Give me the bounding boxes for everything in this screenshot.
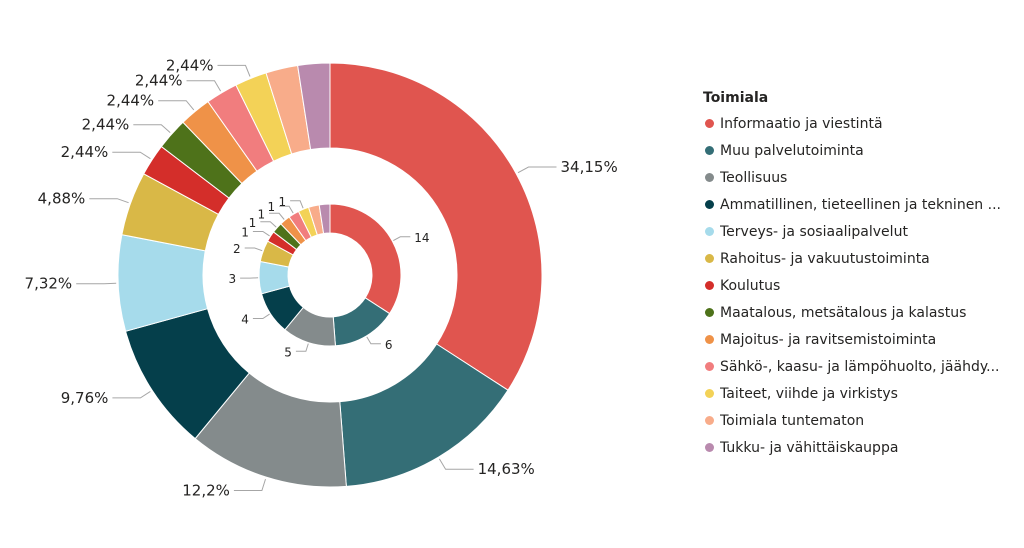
inner-leader-line-7 [260,221,277,228]
legend-item[interactable]: Teollisuus [703,164,1021,191]
legend-item[interactable]: Informaatio ja viestintä [703,110,1021,137]
outer-leader-line-1 [438,458,474,470]
legend-item-label: Koulutus [720,277,781,294]
outer-data-label-9: 2,44% [135,72,183,90]
legend-item-label: Ammatillinen, tieteellinen ja tekninen .… [720,196,1001,213]
legend-item-label: Majoitus- ja ravitsemistoiminta [720,331,937,348]
legend-item-label: Tukku- ja vähittäiskauppa [720,439,899,456]
outer-data-label-6: 2,44% [61,143,109,161]
inner-data-label-0: 14 [414,231,429,245]
inner-data-label-10: 1 [278,195,286,209]
inner-slice-12[interactable] [318,203,331,235]
outer-data-label-5: 4,88% [38,190,86,208]
inner-data-label-2: 5 [284,345,292,359]
legend-dot-icon [705,227,714,236]
outer-leader-line-8 [158,100,195,111]
outer-leader-line-10 [217,64,251,77]
legend-dot-icon [705,443,714,452]
legend-item-label: Rahoitus- ja vakuutustoiminta [720,250,930,267]
legend-item-label: Terveys- ja sosiaalipalvelut [720,223,908,240]
legend: Toimiala Informaatio ja viestintä Muu pal… [703,90,1021,461]
legend-item[interactable]: Tukku- ja vähittäiskauppa [703,434,1021,461]
outer-leader-line-3 [112,390,151,399]
legend-item[interactable]: Sähkö-, kaasu- ja lämpöhuolto, jäähdy... [703,353,1021,380]
inner-slice-0[interactable] [329,203,402,315]
legend-item[interactable]: Ammatillinen, tieteellinen ja tekninen .… [703,191,1021,218]
legend-dot-icon [705,389,714,398]
inner-data-label-5: 2 [233,242,241,256]
inner-leader-line-0 [393,236,411,242]
legend-title: Toimiala [703,90,769,106]
outer-leader-line-2 [233,478,266,491]
inner-leader-line-9 [279,205,294,214]
legend-item[interactable]: Toimiala tuntematon [703,407,1021,434]
legend-item-label: Muu palvelutoiminta [720,142,864,159]
outer-data-label-3: 9,76% [61,389,109,407]
inner-data-label-1: 6 [385,338,393,352]
inner-leader-line-1 [366,336,381,345]
outer-leader-line-0 [517,166,557,174]
outer-slice-0[interactable] [329,62,543,391]
outer-data-label-2: 12,2% [182,482,230,500]
legend-item-label: Informaatio ja viestintä [720,115,883,132]
outer-data-label-7: 2,44% [82,116,130,134]
inner-leader-line-10 [290,200,304,209]
inner-data-label-4: 3 [228,272,236,286]
legend-item[interactable]: Taiteet, viihde ja virkistys [703,380,1021,407]
legend-item[interactable]: Rahoitus- ja vakuutustoiminta [703,245,1021,272]
inner-leader-line-5 [244,247,263,252]
outer-data-label-10: 2,44% [166,56,214,74]
inner-data-label-7: 1 [249,216,257,230]
legend-dot-icon [705,173,714,182]
outer-leader-line-7 [133,124,171,133]
legend-dot-icon [705,416,714,425]
legend-item[interactable]: Maatalous, metsätalous ja kalastus [703,299,1021,326]
inner-data-label-6: 1 [241,226,249,240]
nested-donut-chart: 34,15%14,63%12,2%9,76%7,32%4,88%2,44%2,4… [25,56,618,500]
outer-data-label-0: 34,15% [561,158,618,176]
legend-item[interactable]: Koulutus [703,272,1021,299]
outer-leader-line-9 [186,80,222,92]
legend-item-label: Sähkö-, kaasu- ja lämpöhuolto, jäähdy... [720,358,1000,375]
legend-item-label: Taiteet, viihde ja virkistys [720,385,898,402]
legend-item[interactable]: Muu palvelutoiminta [703,137,1021,164]
inner-leader-line-3 [252,313,270,319]
inner-leader-line-6 [252,231,270,237]
legend-item-label: Teollisuus [720,169,788,186]
legend-item[interactable]: Majoitus- ja ravitsemistoiminta [703,326,1021,353]
inner-leader-line-2 [295,343,309,352]
outer-data-label-1: 14,63% [478,460,535,478]
legend-dot-icon [705,200,714,209]
legend-item-label: Maatalous, metsätalous ja kalastus [720,304,967,321]
legend-dot-icon [705,146,714,155]
legend-dot-icon [705,119,714,128]
outer-leader-line-6 [112,151,151,160]
legend-dot-icon [705,308,714,317]
legend-dot-icon [705,254,714,263]
outer-data-label-8: 2,44% [107,92,155,110]
inner-data-label-8: 1 [257,207,265,221]
legend-dot-icon [705,281,714,290]
legend-item[interactable]: Terveys- ja sosiaalipalvelut [703,218,1021,245]
legend-dot-icon [705,335,714,344]
inner-leader-line-8 [269,212,285,220]
inner-data-label-9: 1 [267,200,275,214]
outer-data-label-4: 7,32% [25,275,73,293]
legend-item-label: Toimiala tuntematon [720,412,865,429]
outer-leader-line-5 [89,198,129,204]
outer-slice-12[interactable] [297,62,331,151]
legend-dot-icon [705,362,714,371]
inner-data-label-3: 4 [241,313,249,327]
